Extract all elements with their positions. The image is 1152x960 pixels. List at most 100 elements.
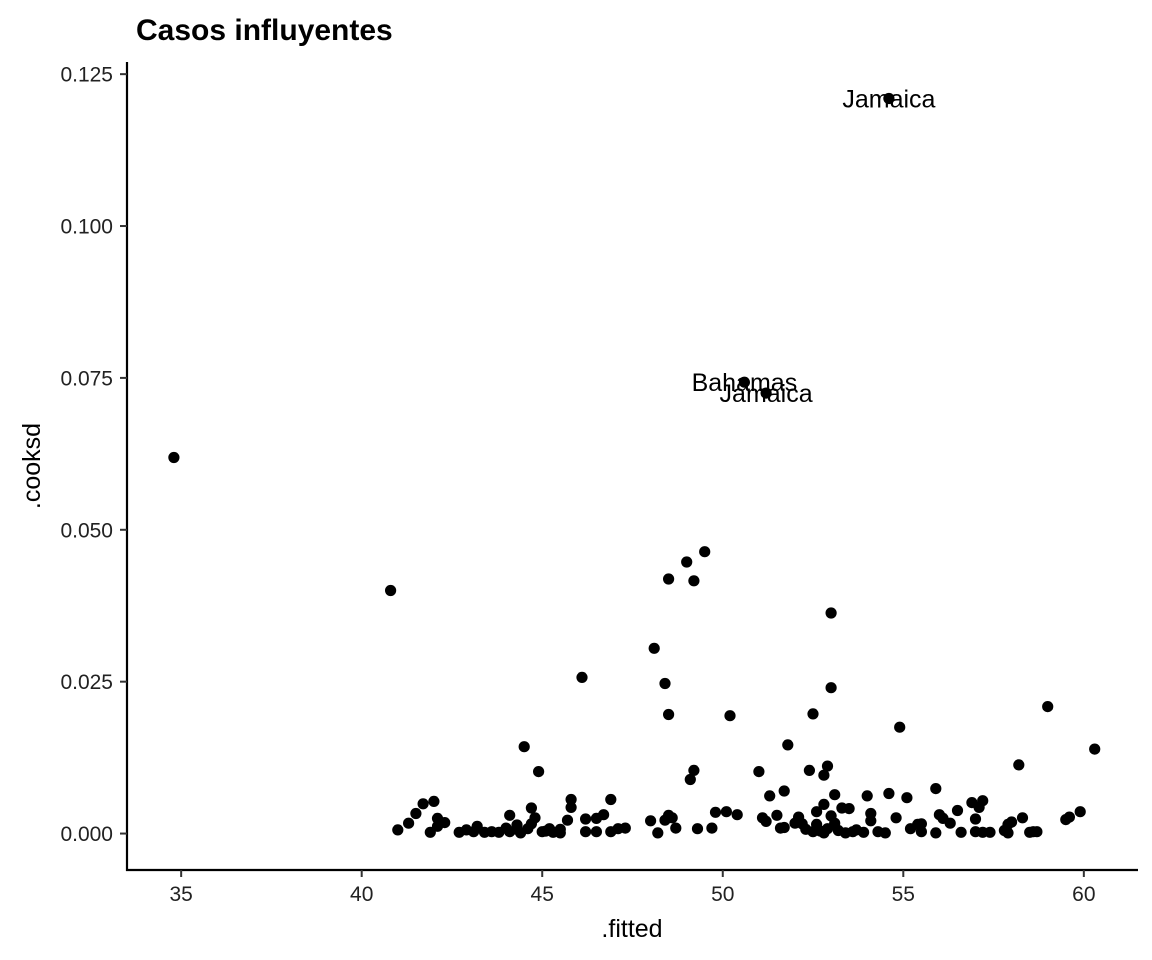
- data-point: [879, 827, 891, 839]
- points-layer: [168, 92, 1101, 839]
- data-point: [533, 766, 545, 778]
- data-point: [565, 793, 577, 806]
- data-point: [385, 584, 397, 597]
- data-point: [724, 710, 736, 722]
- data-point: [659, 677, 671, 690]
- data-point: [428, 795, 440, 808]
- data-point: [818, 798, 830, 811]
- chart-title: Casos influyentes: [136, 14, 393, 47]
- data-point: [525, 802, 538, 814]
- data-point: [977, 795, 989, 807]
- data-point: [688, 764, 700, 777]
- data-point: [818, 769, 830, 781]
- data-point: [915, 826, 928, 838]
- data-point: [684, 773, 696, 786]
- x-ticks: 35 40 45 50 55 60: [169, 870, 1096, 906]
- data-point: [688, 575, 700, 587]
- data-point: [1013, 759, 1025, 771]
- data-point: [1016, 812, 1029, 824]
- data-point: [168, 451, 180, 464]
- data-point: [681, 556, 693, 568]
- data-point: [901, 792, 913, 804]
- x-tick-label: 40: [350, 883, 373, 906]
- data-point: [645, 815, 657, 827]
- data-point: [554, 827, 566, 839]
- data-point: [930, 783, 942, 795]
- x-tick-label: 50: [711, 883, 734, 906]
- data-point: [392, 824, 404, 836]
- data-point: [731, 809, 743, 821]
- data-point: [663, 708, 675, 721]
- data-point: [561, 814, 574, 826]
- data-point: [504, 809, 516, 821]
- point-label: Jamaica: [720, 380, 813, 408]
- y-tick-label: 0.100: [60, 216, 113, 239]
- data-point: [803, 764, 816, 777]
- data-point: [619, 822, 631, 834]
- data-point: [825, 682, 837, 694]
- data-point: [858, 826, 870, 838]
- y-ticks: 0.000 0.025 0.050 0.075 0.100 0.125: [60, 64, 127, 846]
- data-point: [652, 827, 664, 839]
- data-point: [760, 387, 772, 399]
- y-tick-label: 0.050: [60, 519, 113, 542]
- data-point: [1063, 811, 1075, 823]
- data-point: [764, 790, 776, 802]
- data-point: [738, 376, 751, 388]
- data-point: [829, 789, 841, 801]
- data-point: [670, 822, 682, 834]
- data-point: [605, 793, 617, 806]
- data-point: [1089, 743, 1101, 755]
- data-point: [843, 803, 855, 815]
- data-point: [883, 787, 895, 800]
- data-point: [580, 813, 592, 825]
- data-point: [782, 739, 794, 751]
- data-point: [706, 822, 718, 834]
- data-point: [1002, 827, 1014, 839]
- data-point: [691, 823, 704, 835]
- x-tick-label: 35: [169, 883, 192, 906]
- x-tick-label: 60: [1072, 883, 1095, 906]
- data-point: [417, 798, 429, 810]
- data-point: [944, 817, 956, 829]
- data-point: [518, 741, 530, 753]
- data-point: [807, 708, 819, 720]
- data-point: [720, 806, 733, 818]
- data-point: [648, 642, 660, 654]
- y-tick-label: 0.075: [60, 367, 113, 390]
- data-point: [590, 826, 603, 838]
- data-point: [930, 827, 942, 839]
- data-point: [663, 573, 675, 585]
- data-point: [760, 815, 772, 828]
- data-point: [1006, 816, 1018, 828]
- data-point: [984, 826, 996, 838]
- data-point: [598, 809, 610, 821]
- y-tick-label: 0.125: [60, 64, 113, 87]
- data-point: [915, 818, 928, 830]
- data-point: [439, 817, 451, 829]
- data-point: [778, 821, 790, 834]
- data-point: [753, 766, 765, 778]
- data-point: [811, 806, 823, 818]
- x-tick-label: 45: [531, 883, 554, 906]
- data-point: [709, 806, 722, 818]
- data-point: [1042, 701, 1054, 713]
- data-point: [1074, 806, 1086, 818]
- data-point: [955, 826, 967, 838]
- data-point: [821, 760, 834, 772]
- data-point: [951, 804, 964, 817]
- y-tick-label: 0.025: [60, 671, 113, 694]
- x-tick-label: 55: [892, 883, 915, 906]
- data-point: [778, 785, 790, 797]
- data-point: [771, 809, 783, 821]
- y-tick-label: 0.000: [60, 823, 113, 846]
- x-axis-title: .fitted: [601, 915, 662, 943]
- data-point: [865, 815, 877, 827]
- point-label: Bahamas: [692, 369, 798, 397]
- data-point: [699, 546, 711, 558]
- data-point: [410, 807, 422, 820]
- data-point: [403, 817, 415, 829]
- y-axis-title: .cooksd: [18, 423, 46, 509]
